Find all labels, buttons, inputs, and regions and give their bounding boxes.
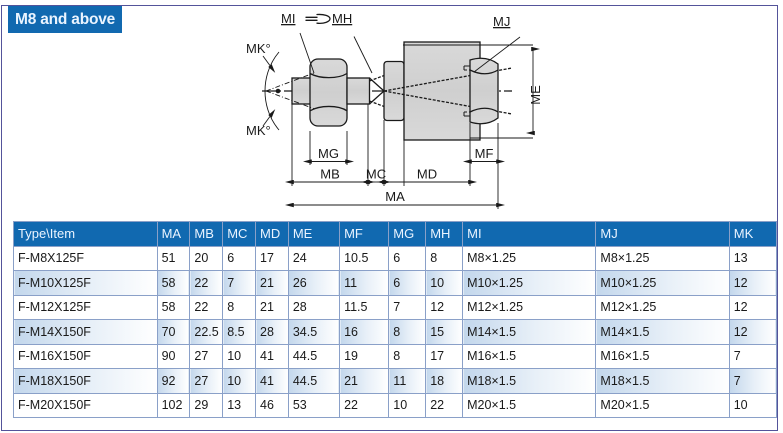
svg-text:MG: MG	[318, 146, 339, 161]
svg-text:MC: MC	[366, 167, 386, 182]
svg-text:MJ: MJ	[493, 14, 510, 29]
svg-text:MK°: MK°	[246, 123, 271, 138]
svg-text:MH: MH	[332, 11, 352, 26]
svg-text:ME: ME	[528, 85, 543, 105]
svg-text:MI: MI	[281, 11, 295, 26]
svg-text:MF: MF	[475, 146, 494, 161]
svg-text:MD: MD	[417, 167, 437, 182]
svg-text:MA: MA	[385, 189, 405, 204]
svg-text:MB: MB	[320, 167, 340, 182]
svg-text:MK°: MK°	[246, 41, 271, 56]
